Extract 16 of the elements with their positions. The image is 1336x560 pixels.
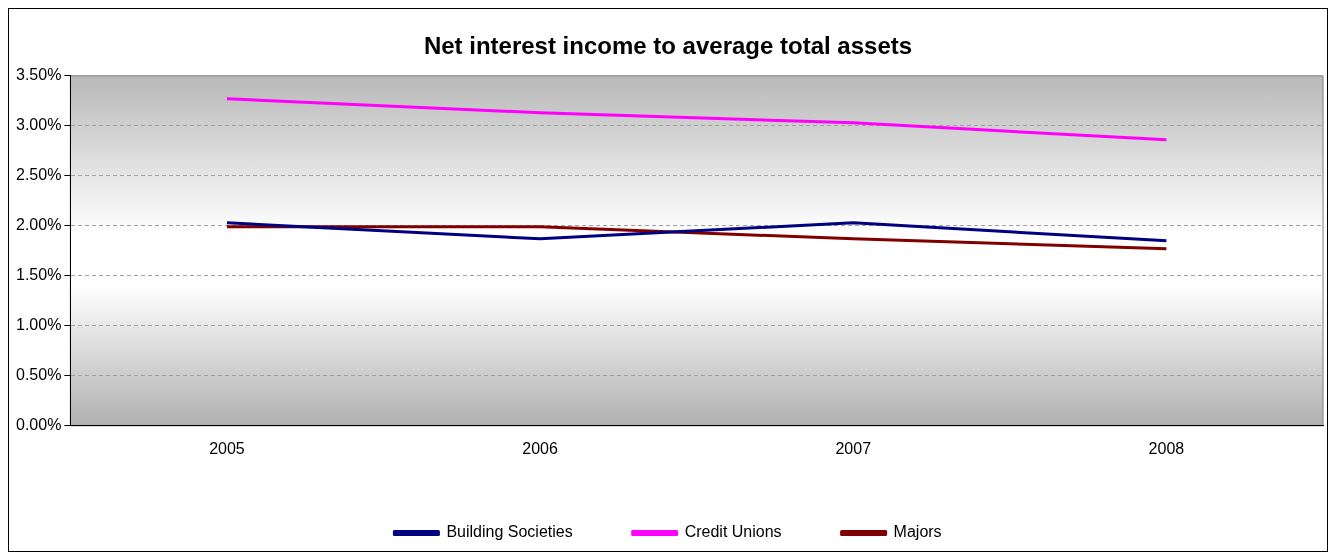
- y-tick-label: 1.00%: [15, 316, 62, 334]
- x-tick-label: 2005: [209, 439, 245, 457]
- y-tick-label: 0.50%: [15, 366, 62, 384]
- y-tick-label: 3.00%: [15, 116, 62, 134]
- y-tick-label: 0.00%: [15, 416, 62, 434]
- y-tick-label: 3.50%: [15, 66, 62, 84]
- legend-label: Credit Unions: [684, 523, 782, 541]
- y-tick-label: 2.50%: [15, 166, 62, 184]
- y-tick-label: 2.00%: [15, 216, 62, 234]
- chart-title: Net interest income to average total assets: [423, 32, 913, 60]
- x-tick-label: 2006: [522, 439, 558, 457]
- x-tick-label: 2007: [835, 439, 872, 457]
- legend-label: Building Societies: [446, 523, 573, 541]
- x-tick-label: 2008: [1148, 439, 1185, 457]
- y-tick-label: 1.50%: [15, 266, 62, 284]
- legend-label: Majors: [893, 523, 942, 541]
